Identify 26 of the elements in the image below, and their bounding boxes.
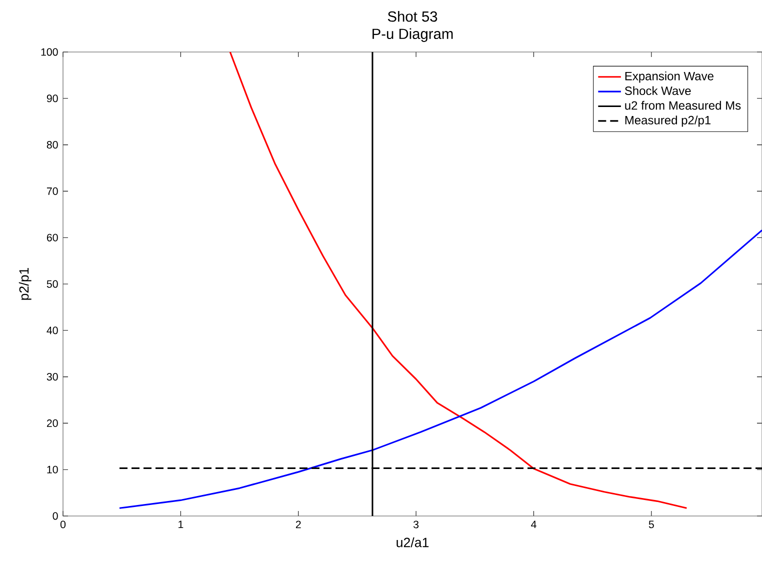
y-tick-label: 20 — [46, 419, 58, 427]
y-tick-label: 70 — [46, 187, 58, 195]
y-tick-label: 0 — [52, 512, 58, 520]
y-tick-label: 90 — [46, 94, 58, 102]
y-tick-label: 40 — [46, 326, 58, 334]
x-tick-label: 1 — [178, 520, 184, 528]
y-axis-title: p2/p1 — [18, 268, 32, 300]
legend-label: u2 from Measured Ms — [625, 100, 741, 110]
line-series — [118, 229, 762, 509]
y-tick-label: 10 — [47, 466, 58, 474]
chart-subtitle: P-u Diagram — [372, 28, 453, 42]
y-tick-label: 100 — [41, 48, 58, 56]
x-axis-title: u2/a1 — [396, 537, 429, 548]
x-tick-label: 4 — [531, 520, 536, 528]
legend-label: Expansion Wave — [625, 72, 714, 83]
y-tick-label: 60 — [46, 234, 58, 242]
x-tick-label: 0 — [60, 520, 66, 528]
x-tick-label: 5 — [648, 520, 654, 528]
x-tick-label: 3 — [413, 520, 419, 528]
legend-label: Measured p2/p1 — [625, 116, 711, 127]
chart-title: Shot 53 — [388, 10, 438, 22]
y-tick-label: 50 — [46, 280, 58, 288]
legend-label: Shock Wave — [624, 86, 691, 96]
y-tick-label: 80 — [46, 141, 58, 149]
y-tick-label: 30 — [46, 373, 58, 381]
x-tick-label: 2 — [296, 520, 301, 528]
